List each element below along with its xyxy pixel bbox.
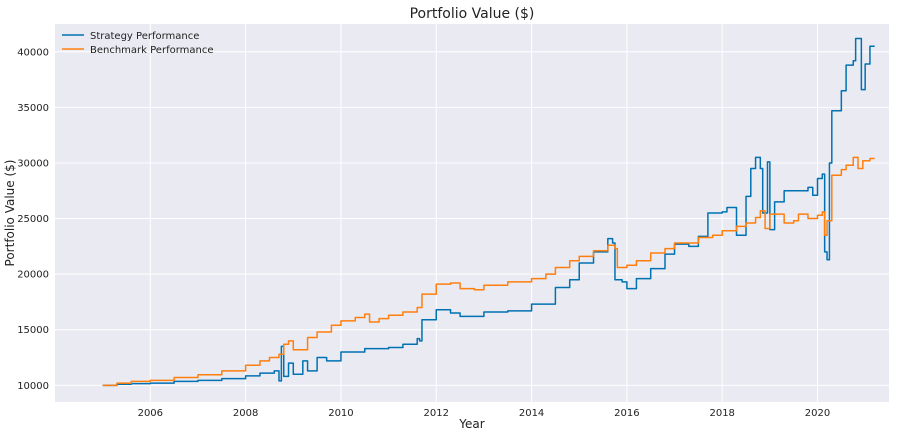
x-tick-label: 2018	[709, 408, 734, 419]
y-tick-label: 25000	[17, 214, 49, 225]
x-axis-label: Year	[458, 417, 484, 431]
y-tick-label: 40000	[17, 47, 49, 58]
benchmark-performance-line	[102, 156, 875, 387]
y-tick-label: 30000	[17, 158, 49, 169]
x-tick-label: 2006	[138, 408, 163, 419]
x-tick-label: 2014	[519, 408, 544, 419]
strategy-performance-line	[102, 37, 875, 387]
x-tick-label: 2008	[233, 408, 258, 419]
ticks-layer: 2006 2008 2010 2012 2014 2016 2018 2020 10000 150…	[17, 47, 830, 419]
x-tick-label: 2010	[328, 408, 353, 419]
plot-area	[55, 24, 889, 402]
y-axis-label: Portfolio Value ($)	[3, 160, 17, 267]
x-tick-label: 2012	[424, 408, 449, 419]
legend-label-strategy: Strategy Performance	[90, 31, 199, 42]
x-tick-label: 2016	[614, 408, 639, 419]
x-tick-label: 2020	[805, 408, 830, 419]
y-tick-label: 15000	[17, 325, 49, 336]
y-tick-label: 20000	[17, 270, 49, 281]
y-tick-label: 10000	[17, 381, 49, 392]
grid-layer	[55, 24, 889, 402]
y-tick-label: 35000	[17, 103, 49, 114]
legend: Strategy Performance Benchmark Performan…	[62, 31, 214, 56]
series-layer	[102, 37, 875, 387]
chart-title: Portfolio Value ($)	[410, 6, 535, 22]
legend-label-benchmark: Benchmark Performance	[90, 45, 214, 56]
